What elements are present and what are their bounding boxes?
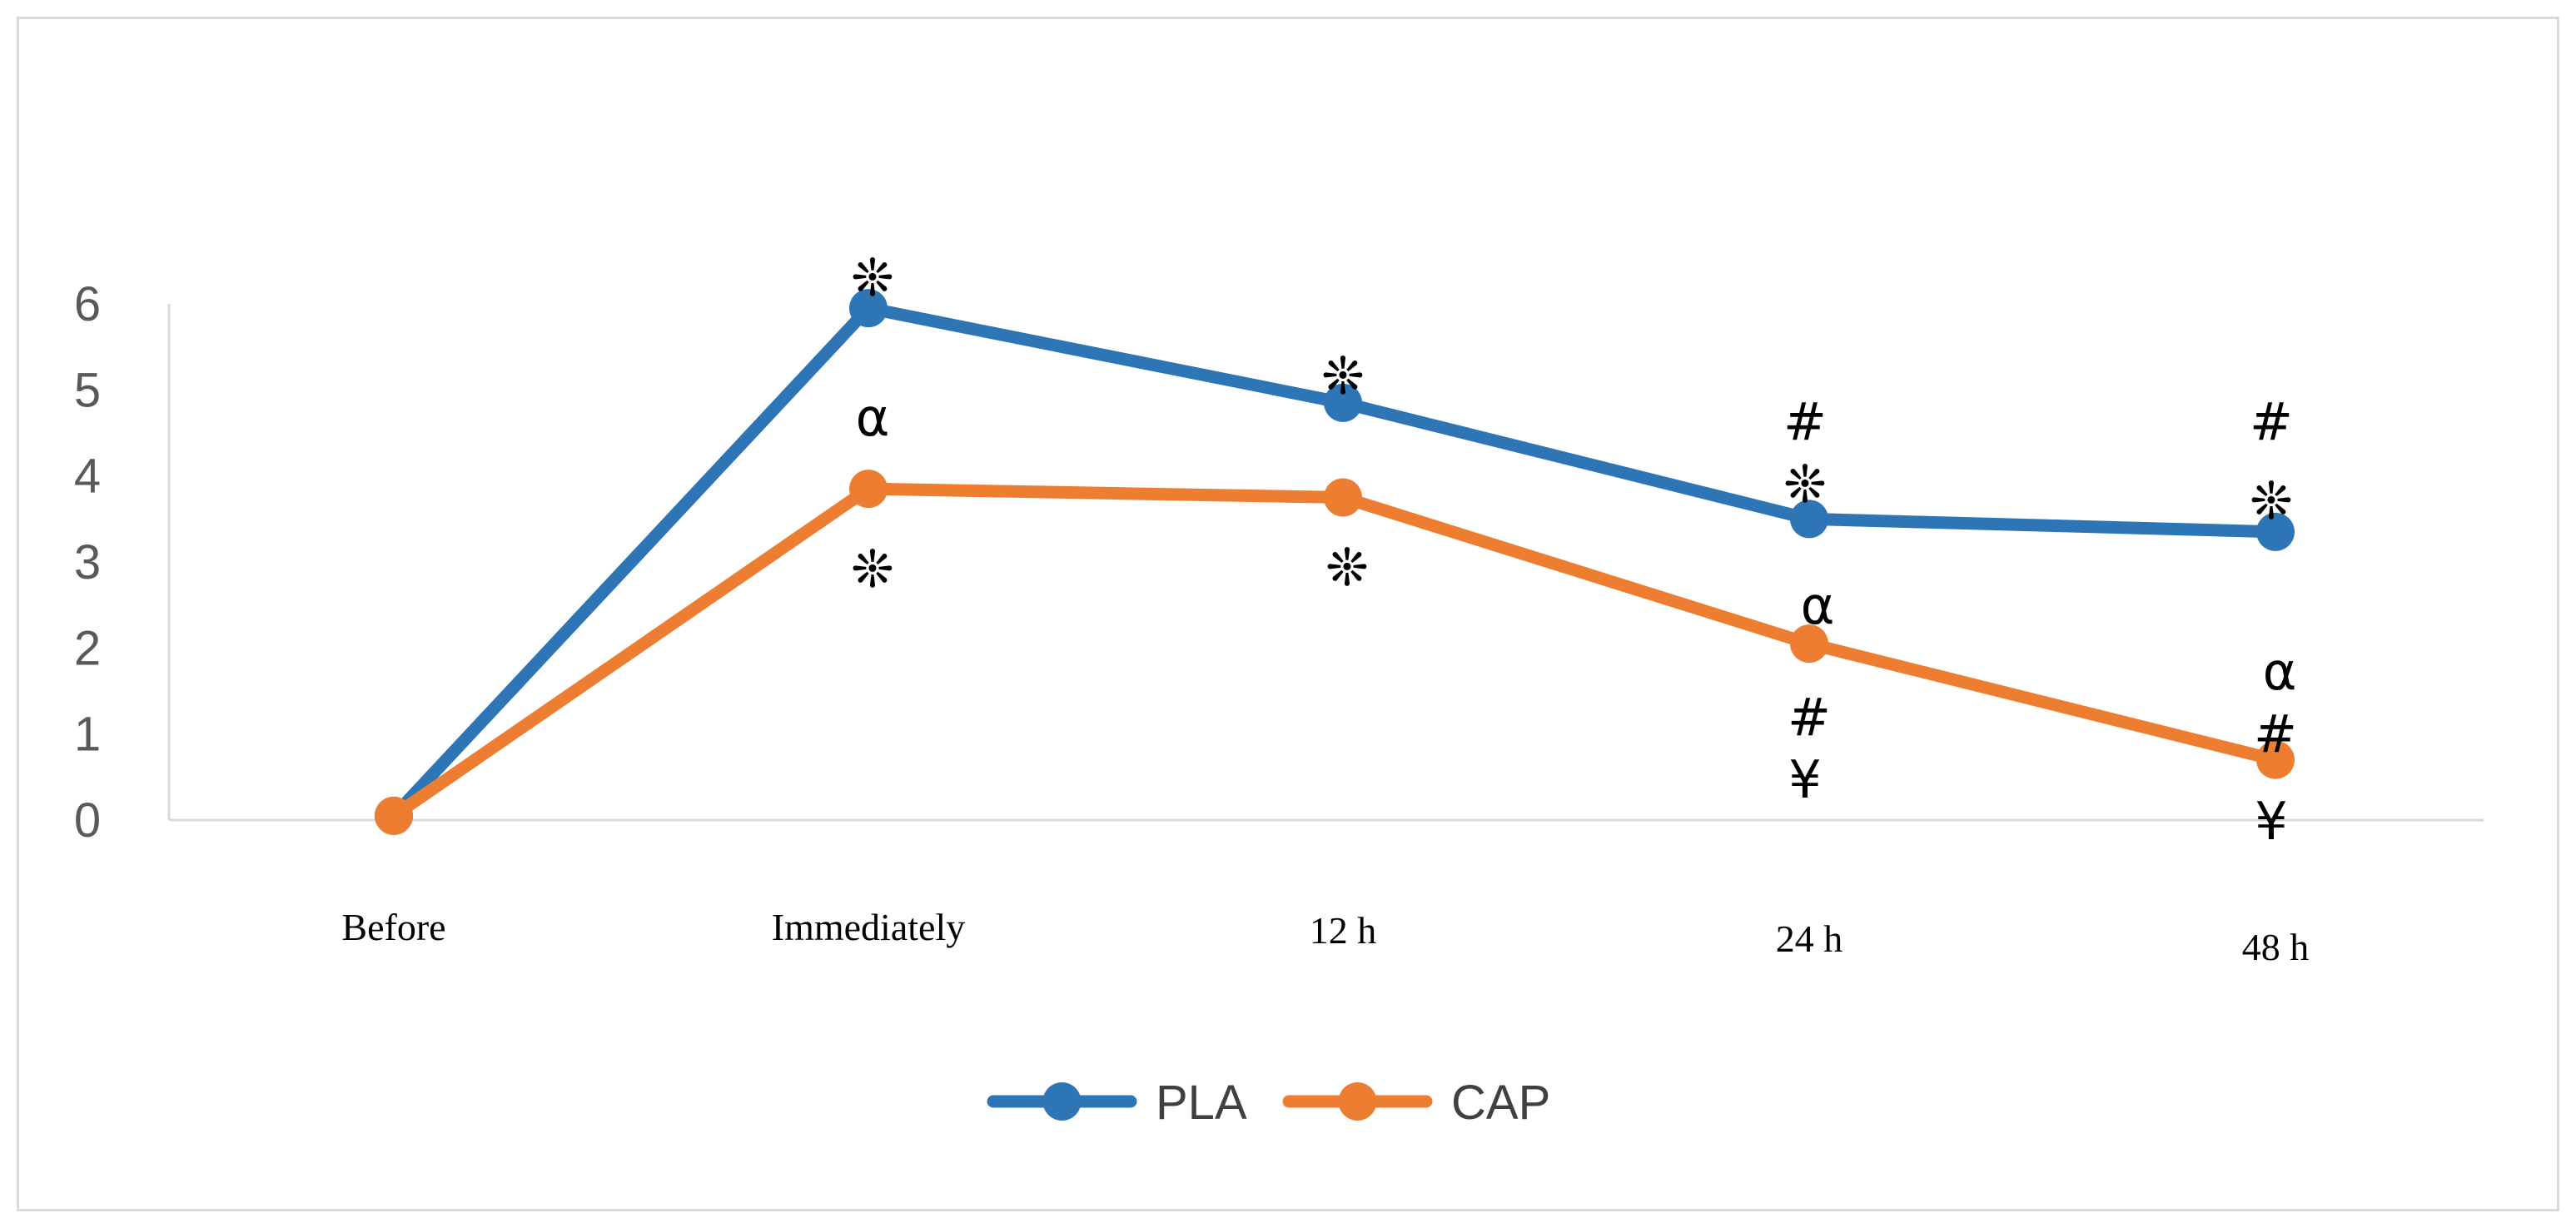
significance-marker: ❊ [851,247,894,308]
significance-marker: # [2250,391,2293,452]
significance-marker: ❊ [851,539,894,599]
y-tick-label: 1 [74,708,101,762]
significance-marker: ❊ [2250,470,2293,531]
data-point [1324,478,1362,517]
significance-marker: ❊ [1321,346,1365,406]
series-cap [375,470,2295,835]
significance-marker: # [2254,703,2297,764]
y-tick-label: 5 [74,363,101,417]
y-tick-label: 0 [74,793,101,848]
significance-marker: ¥ [2255,791,2287,852]
significance-annotations: ❊❊#❊#❊α❊ ❊α#¥α#¥ [851,247,2297,852]
series-lines [375,289,2295,835]
x-tick-label: Before [341,906,445,948]
legend-label: CAP [1451,1076,1550,1130]
x-tick-label: 48 h [2242,926,2310,968]
x-tick-label: 12 h [1310,909,1377,952]
significance-marker: ❊ [1325,537,1369,598]
data-point [2256,740,2295,779]
significance-marker: ❊ [1783,454,1827,515]
data-point [849,289,888,328]
legend-item-pla: PLA [987,1076,1247,1130]
legend-swatch-marker [1338,1082,1377,1121]
data-point [1790,500,1828,539]
x-tick-label: 24 h [1776,917,1843,960]
legend-swatch-marker [1042,1082,1082,1121]
x-tick-label: Immediately [772,906,965,948]
data-point [1790,624,1828,664]
significance-marker: α [1801,575,1835,636]
data-point [375,796,413,835]
significance-marker: # [1788,687,1831,748]
data-point [1324,383,1362,422]
y-tick-label: 2 [74,621,101,675]
significance-marker: α [856,387,890,448]
chart-frame: 0 1 2 3 4 5 6 Before Immediately 12 h 24 h 48 h ❊ ❊ #… [17,17,2559,1211]
significance-marker: α [2263,641,2297,702]
legend: PLA CAP [987,1076,1550,1130]
y-tick-label: 4 [74,450,101,504]
significance-marker: ¥ [1788,749,1821,810]
y-tick-label: 3 [74,535,101,589]
data-point [849,470,888,509]
axes: 0 1 2 3 4 5 6 Before Immediately 12 h 24 h 48 h [74,277,2484,968]
significance-marker: # [1783,391,1827,452]
data-point [2256,512,2295,551]
legend-item-cap: CAP [1282,1076,1550,1130]
legend-label: PLA [1156,1076,1247,1130]
y-tick-label: 6 [74,277,101,331]
